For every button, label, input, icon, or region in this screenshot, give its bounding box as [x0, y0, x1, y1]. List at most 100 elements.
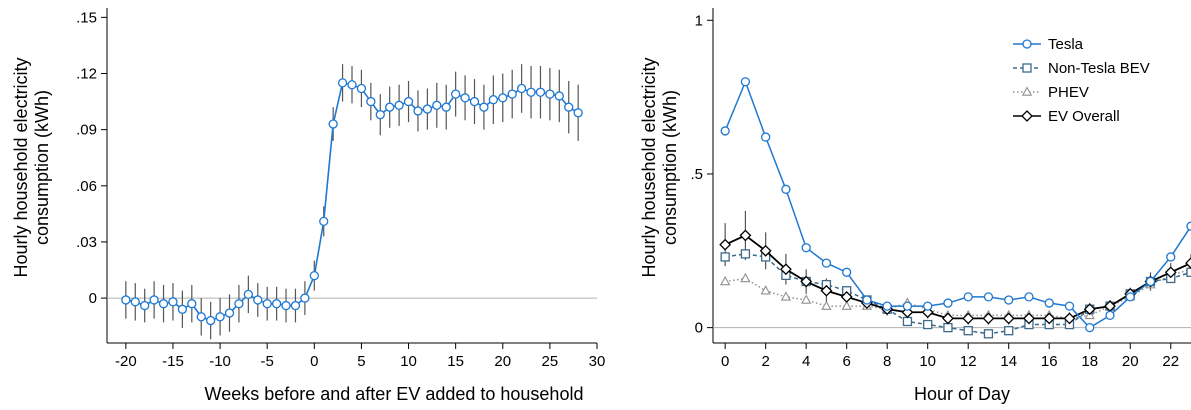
data-point	[740, 249, 751, 259]
data-point	[720, 126, 730, 136]
data-point	[902, 316, 913, 327]
data-point	[479, 102, 489, 112]
plot-area	[713, 77, 1191, 339]
x-tick-label: 18	[1081, 353, 1098, 370]
data-point	[441, 102, 451, 112]
legend: Tesla Non-Tesla BEV PHEV EV Overall	[1013, 36, 1150, 125]
legend-item: EV Overall	[1013, 108, 1120, 125]
legend-label: Non-Tesla BEV	[1048, 60, 1150, 77]
x-tick-label: 10	[919, 353, 936, 370]
data-point	[149, 295, 159, 305]
data-point	[573, 108, 583, 118]
data-point	[1002, 312, 1015, 325]
data-point	[1145, 276, 1156, 287]
data-point	[841, 300, 852, 310]
data-point	[1186, 221, 1191, 231]
data-point	[923, 319, 933, 330]
data-point	[983, 292, 994, 302]
x-tick-label: 6	[843, 353, 851, 370]
data-point	[121, 295, 131, 305]
data-point	[1166, 252, 1176, 262]
legend-marker	[1021, 86, 1033, 96]
data-point	[253, 295, 263, 305]
x-tick-label: 4	[802, 353, 810, 370]
data-point	[821, 300, 832, 310]
data-point	[800, 275, 813, 288]
data-point	[498, 93, 508, 103]
data-point	[1023, 312, 1035, 325]
y-tick-label: .06	[76, 178, 97, 195]
data-point	[719, 238, 732, 251]
data-point	[963, 292, 973, 302]
data-point	[780, 291, 792, 301]
data-point	[759, 244, 772, 257]
data-point	[234, 299, 244, 309]
data-point	[554, 91, 564, 101]
data-point	[300, 293, 310, 303]
data-point	[760, 285, 771, 295]
data-point	[422, 104, 433, 114]
x-tick-label: 30	[589, 353, 606, 370]
x-axis-title: Weeks before and after EV added to house…	[205, 384, 584, 404]
data-point	[1125, 292, 1135, 302]
data-point	[366, 96, 376, 107]
x-tick-label: 0	[310, 353, 318, 370]
legend-marker	[1022, 63, 1032, 73]
legend-item: Tesla	[1013, 36, 1084, 53]
y-tick-label: 0	[695, 320, 703, 337]
legend-label: PHEV	[1048, 84, 1089, 101]
data-point	[821, 258, 832, 268]
x-tick-label: 16	[1041, 353, 1058, 370]
data-point	[840, 290, 853, 303]
data-point	[942, 312, 954, 325]
data-point	[187, 299, 197, 309]
data-point	[403, 96, 414, 107]
data-point	[451, 89, 461, 99]
data-point	[319, 216, 329, 227]
data-point	[328, 119, 338, 129]
y-tick-label: .15	[76, 9, 97, 26]
x-tick-label: 22	[1162, 353, 1179, 370]
data-point	[1105, 310, 1115, 320]
data-point	[1185, 257, 1191, 270]
data-point	[842, 267, 852, 277]
data-point	[215, 312, 225, 322]
data-point	[394, 100, 404, 110]
data-point	[761, 132, 771, 142]
series-line	[725, 253, 1191, 335]
data-point	[1085, 322, 1095, 333]
data-point	[290, 300, 301, 311]
data-point	[1043, 312, 1056, 325]
data-point	[535, 87, 546, 97]
data-point	[168, 297, 178, 307]
y-tick-label: .09	[76, 122, 97, 139]
legend-item: Non-Tesla BEV	[1013, 60, 1150, 77]
data-point	[1024, 292, 1034, 302]
data-point	[781, 184, 791, 194]
data-point	[943, 322, 953, 333]
legend-item: PHEV	[1013, 84, 1089, 101]
data-point	[779, 263, 792, 276]
data-point	[962, 312, 975, 325]
data-point	[1004, 295, 1014, 305]
left-chart-panel: 0 .03 .06 .09 .12 .15 -20 -15 -10 -5 0 5 10 15 20 25 30 W…	[11, 8, 605, 404]
data-point	[739, 229, 752, 242]
data-point	[882, 301, 892, 311]
y-tick-label: .5	[690, 166, 703, 183]
y-tick-label: 0	[89, 290, 97, 307]
data-point	[347, 80, 357, 90]
y-axis-title-line: consumption (kWh)	[32, 90, 52, 245]
data-point	[130, 297, 140, 307]
y-tick-label: .03	[76, 234, 97, 251]
data-point	[469, 96, 480, 107]
x-tick-label: 15	[447, 353, 464, 370]
data-point	[902, 301, 913, 311]
legend-marker	[1021, 110, 1033, 122]
data-point	[281, 300, 291, 311]
data-point	[1083, 303, 1096, 316]
data-point	[1044, 298, 1054, 308]
data-point	[720, 252, 730, 262]
series-line	[725, 268, 1191, 320]
data-point	[158, 299, 169, 309]
